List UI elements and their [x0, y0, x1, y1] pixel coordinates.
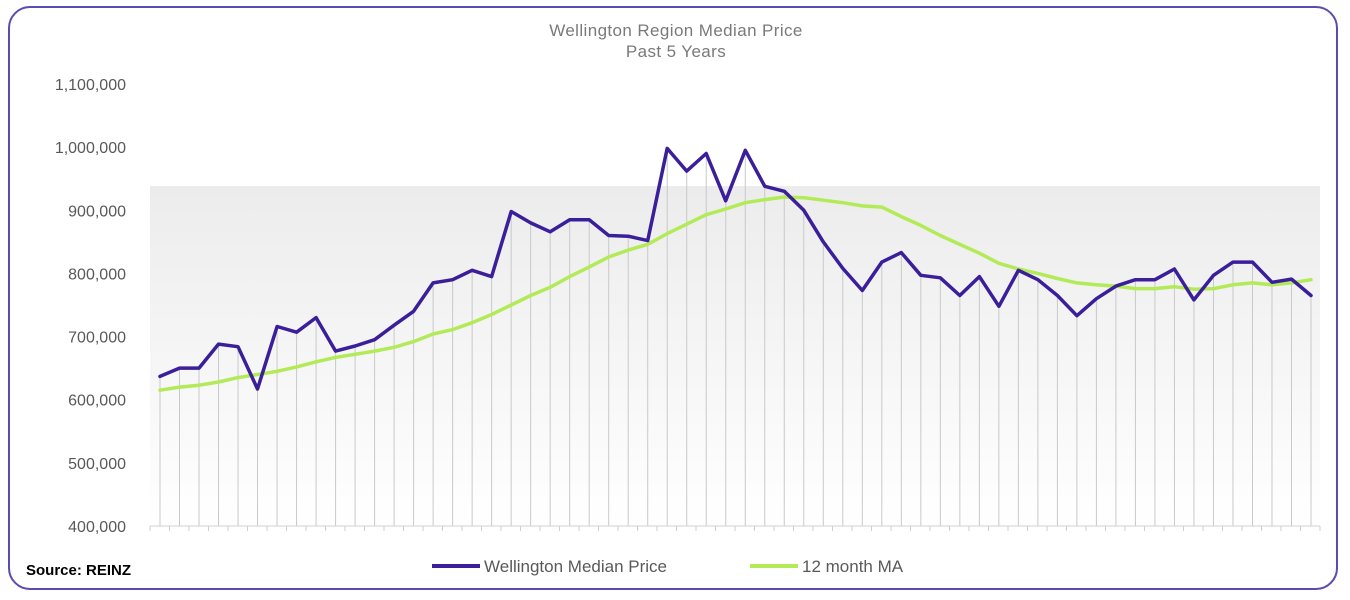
y-tick-label: 800,000 [68, 266, 126, 283]
y-tick-label: 1,000,000 [55, 140, 126, 157]
plot-background [150, 186, 1320, 526]
y-tick-label: 900,000 [68, 203, 126, 220]
legend-label-median: Wellington Median Price [484, 557, 667, 576]
series-group [158, 146, 1313, 392]
y-tick-label: 400,000 [68, 519, 126, 536]
legend: Wellington Median Price 12 month MA [432, 557, 904, 576]
y-axis: 400,000 500,000 600,000 700,000 800,000 900,0… [55, 77, 126, 536]
source-label: Source: REINZ [26, 562, 131, 579]
y-tick-label: 500,000 [68, 456, 126, 473]
gridlines [149, 148, 1321, 531]
y-tick-label: 600,000 [68, 393, 126, 410]
legend-label-ma: 12 month MA [802, 557, 904, 576]
series-line-median-price [158, 146, 1313, 391]
y-tick-label: 1,100,000 [55, 77, 126, 94]
y-tick-label: 700,000 [68, 330, 126, 347]
chart-subtitle: Past 5 Years [626, 42, 726, 61]
chart-title: Wellington Region Median Price [549, 21, 803, 40]
